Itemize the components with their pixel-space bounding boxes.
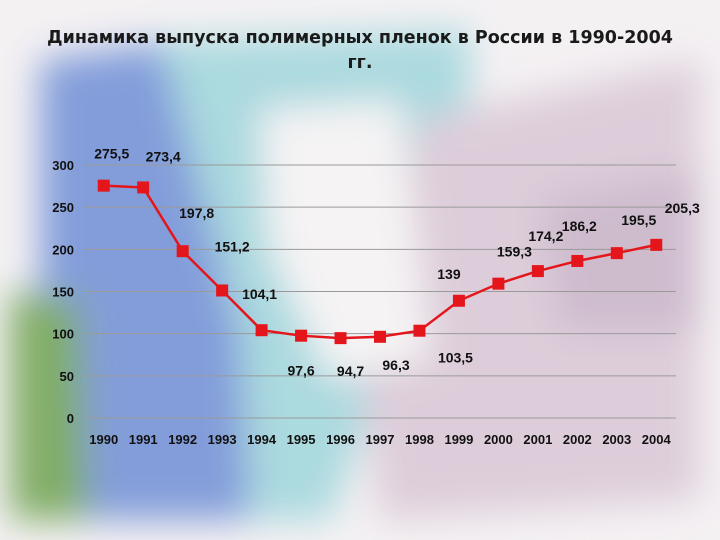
x-tick-label: 1993 bbox=[208, 432, 237, 447]
x-tick-label: 1990 bbox=[89, 432, 118, 447]
x-tick-label: 2002 bbox=[563, 432, 592, 447]
y-tick-label: 0 bbox=[67, 411, 74, 426]
data-label: 197,8 bbox=[179, 205, 214, 221]
series-production bbox=[97, 179, 663, 345]
data-labels: 275,5 273,4 197,8 151,2 104,1 97,6 94,7 96,3 103… bbox=[94, 146, 700, 379]
y-tick-label: 200 bbox=[52, 242, 74, 257]
data-label: 94,7 bbox=[337, 363, 364, 379]
data-label: 151,2 bbox=[215, 238, 250, 254]
chart-gridlines bbox=[84, 164, 676, 419]
data-label: 273,4 bbox=[146, 148, 181, 164]
x-tick-label: 1998 bbox=[405, 432, 434, 447]
data-point bbox=[452, 294, 465, 307]
data-point bbox=[295, 329, 308, 342]
y-tick-label: 300 bbox=[52, 158, 74, 173]
data-point bbox=[650, 238, 663, 251]
data-point bbox=[176, 245, 189, 258]
data-label: 159,3 bbox=[497, 244, 532, 260]
data-point bbox=[531, 265, 544, 278]
y-tick-label: 250 bbox=[52, 200, 74, 215]
x-tick-label: 1996 bbox=[326, 432, 355, 447]
y-tick-label: 100 bbox=[52, 327, 74, 342]
y-axis-ticks: 0 50 100 150 200 250 300 bbox=[52, 158, 74, 426]
data-label: 103,5 bbox=[438, 350, 473, 366]
x-axis-ticks: 1990 1991 1992 1993 1994 1995 1996 1997 1998 1999… bbox=[89, 432, 671, 447]
data-label: 186,2 bbox=[562, 218, 597, 234]
data-label: 104,1 bbox=[242, 286, 277, 302]
data-label: 195,5 bbox=[621, 212, 656, 228]
data-label: 96,3 bbox=[382, 357, 409, 373]
data-point bbox=[413, 324, 426, 337]
data-label: 139 bbox=[437, 266, 461, 282]
data-label: 275,5 bbox=[94, 146, 129, 162]
data-point bbox=[334, 332, 347, 345]
x-tick-label: 1994 bbox=[247, 432, 277, 447]
data-point bbox=[97, 179, 110, 192]
data-point bbox=[610, 247, 623, 260]
x-tick-label: 2000 bbox=[484, 432, 513, 447]
slide-title: Динамика выпуска полимерных пленок в Рос… bbox=[47, 28, 673, 73]
data-point bbox=[216, 284, 229, 297]
x-tick-label: 1999 bbox=[444, 432, 473, 447]
data-point bbox=[571, 254, 584, 267]
data-point bbox=[492, 277, 505, 290]
data-point bbox=[255, 324, 268, 337]
data-label: 205,3 bbox=[665, 200, 700, 216]
x-tick-label: 1995 bbox=[287, 432, 316, 447]
y-tick-label: 150 bbox=[52, 285, 74, 300]
x-tick-label: 2004 bbox=[642, 432, 672, 447]
x-tick-label: 2001 bbox=[523, 432, 552, 447]
x-tick-label: 1992 bbox=[168, 432, 197, 447]
data-label: 97,6 bbox=[287, 363, 314, 379]
x-tick-label: 2003 bbox=[602, 432, 631, 447]
y-tick-label: 50 bbox=[60, 369, 74, 384]
data-point bbox=[374, 330, 386, 343]
x-tick-label: 1997 bbox=[366, 432, 395, 447]
data-label: 174,2 bbox=[528, 228, 563, 244]
x-tick-label: 1991 bbox=[129, 432, 158, 447]
data-point bbox=[137, 181, 150, 194]
